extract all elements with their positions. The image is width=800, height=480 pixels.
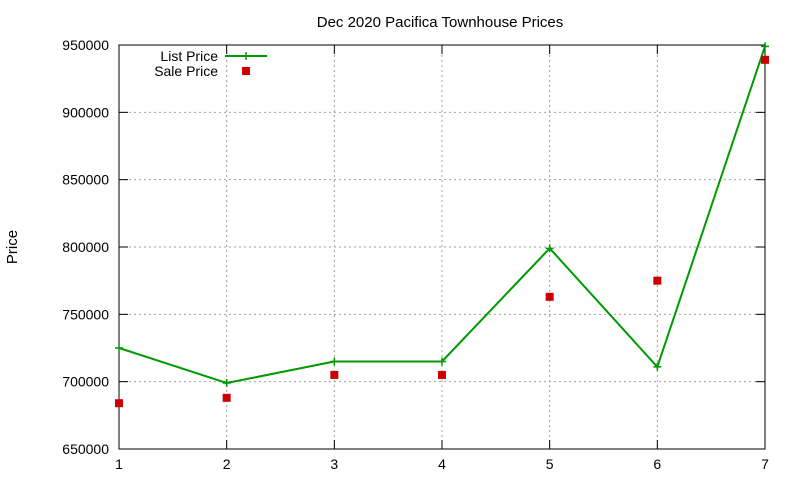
sale-price-point <box>438 370 446 379</box>
legend-swatch-sale-price <box>242 67 250 75</box>
x-tick-label: 5 <box>546 456 554 472</box>
x-tick-label: 3 <box>330 456 338 472</box>
sale-price-point <box>653 276 662 285</box>
legend-label-list-price: List Price <box>160 48 218 64</box>
y-tick-label: 750000 <box>62 306 109 322</box>
x-tick-label: 6 <box>653 456 661 472</box>
x-tick-label: 7 <box>761 456 769 472</box>
x-tick-label: 1 <box>115 456 123 472</box>
y-tick-label: 650000 <box>62 441 109 457</box>
sale-price-point <box>330 370 339 379</box>
x-tick-label: 4 <box>438 456 446 472</box>
sale-price-point <box>115 399 123 408</box>
y-tick-label: 900000 <box>62 104 109 120</box>
list-price-point <box>222 379 231 388</box>
chart-title: Dec 2020 Pacifica Townhouse Prices <box>317 14 564 31</box>
sale-price-point <box>545 292 554 301</box>
legend-marker-list-price <box>242 52 250 60</box>
y-axis-label: Price <box>4 230 21 264</box>
y-tick-label: 700000 <box>62 374 109 390</box>
list-price-point <box>330 357 339 366</box>
y-tick-label: 800000 <box>62 239 109 255</box>
list-price-point <box>761 42 769 51</box>
legend-label-sale-price: Sale Price <box>154 63 218 79</box>
series-layer <box>115 42 769 408</box>
list-price-point <box>438 357 446 366</box>
list-price-point <box>545 244 554 253</box>
sale-price-point <box>761 55 769 64</box>
y-tick-label: 850000 <box>62 172 109 188</box>
list-price-point <box>115 344 123 352</box>
list-price-point <box>653 362 662 371</box>
x-tick-label: 2 <box>223 456 231 472</box>
y-tick-label: 950000 <box>62 37 109 53</box>
sale-price-point <box>222 393 231 402</box>
axis-ticks: 650000 700000 750000 800000 850000 900000 9500… <box>62 37 769 472</box>
grid-lines <box>119 45 765 449</box>
